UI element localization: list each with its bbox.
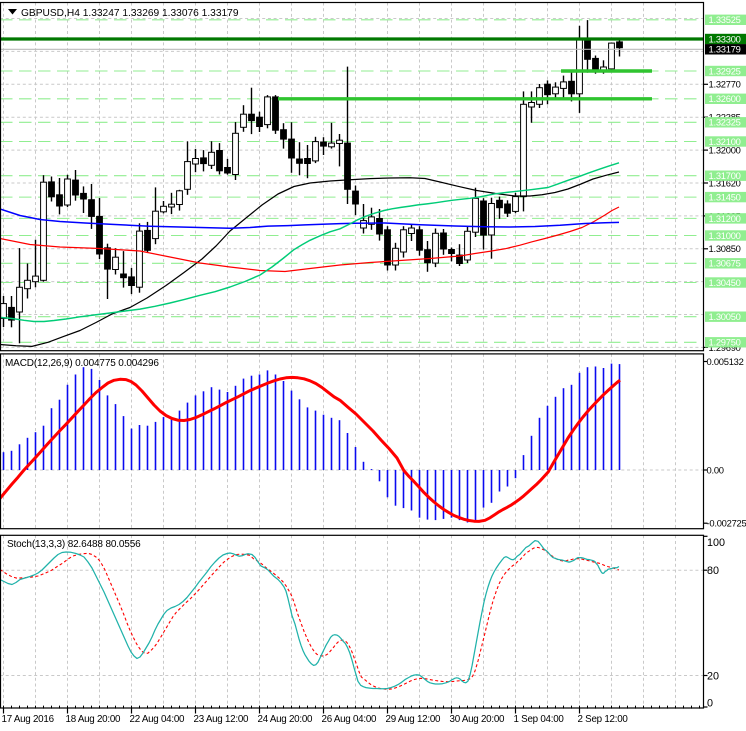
svg-text:1.32100: 1.32100 <box>709 136 741 147</box>
svg-text:1.30050: 1.30050 <box>709 311 741 322</box>
svg-text:GBPUSD,H4 1.33247 1.33269 1.3: GBPUSD,H4 1.33247 1.33269 1.33076 1.3317… <box>21 8 239 19</box>
svg-text:1.31200: 1.31200 <box>709 213 741 224</box>
svg-text:1.31450: 1.31450 <box>709 192 741 203</box>
svg-text:18 Aug 20:00: 18 Aug 20:00 <box>66 714 122 725</box>
svg-text:1.30450: 1.30450 <box>709 277 741 288</box>
svg-text:1.31700: 1.31700 <box>709 170 741 181</box>
svg-text:17 Aug 2016: 17 Aug 2016 <box>2 714 55 725</box>
svg-text:1.32600: 1.32600 <box>709 93 741 104</box>
svg-text:29 Aug 12:00: 29 Aug 12:00 <box>386 714 442 725</box>
svg-text:1.33525: 1.33525 <box>709 14 741 25</box>
svg-text:100: 100 <box>707 537 725 549</box>
svg-text:1.31000: 1.31000 <box>709 230 741 241</box>
svg-text:24 Aug 20:00: 24 Aug 20:00 <box>258 714 314 725</box>
svg-text:30 Aug 20:00: 30 Aug 20:00 <box>450 714 506 725</box>
svg-text:-0.002725: -0.002725 <box>707 518 746 529</box>
svg-text:20: 20 <box>707 670 719 682</box>
svg-text:1.32770: 1.32770 <box>709 79 741 90</box>
svg-text:1.29750: 1.29750 <box>709 337 741 348</box>
svg-text:2 Sep 12:00: 2 Sep 12:00 <box>578 714 629 725</box>
svg-text:1.32000: 1.32000 <box>709 145 741 156</box>
svg-text:1.32325: 1.32325 <box>709 117 741 128</box>
svg-text:1 Sep 04:00: 1 Sep 04:00 <box>514 714 565 725</box>
svg-text:1.30850: 1.30850 <box>709 243 741 254</box>
svg-text:MACD(12,26,9) 0.004775 0.00429: MACD(12,26,9) 0.004775 0.004296 <box>5 358 159 369</box>
svg-text:1.32925: 1.32925 <box>709 65 741 76</box>
svg-text:0: 0 <box>707 697 713 709</box>
svg-text:Stoch(13,3,3) 82.6488 80.0556: Stoch(13,3,3) 82.6488 80.0556 <box>7 539 141 550</box>
svg-text:1.33179: 1.33179 <box>709 44 741 55</box>
svg-text:1.33300: 1.33300 <box>709 33 741 44</box>
svg-text:23 Aug 12:00: 23 Aug 12:00 <box>194 714 250 725</box>
svg-text:1.30675: 1.30675 <box>709 258 741 269</box>
svg-text:26 Aug 04:00: 26 Aug 04:00 <box>322 714 378 725</box>
svg-text:1.31620: 1.31620 <box>709 177 741 188</box>
svg-text:80: 80 <box>707 565 719 577</box>
svg-text:0.005132: 0.005132 <box>707 356 744 367</box>
svg-text:0.00: 0.00 <box>707 464 724 475</box>
svg-text:22 Aug 04:00: 22 Aug 04:00 <box>130 714 186 725</box>
